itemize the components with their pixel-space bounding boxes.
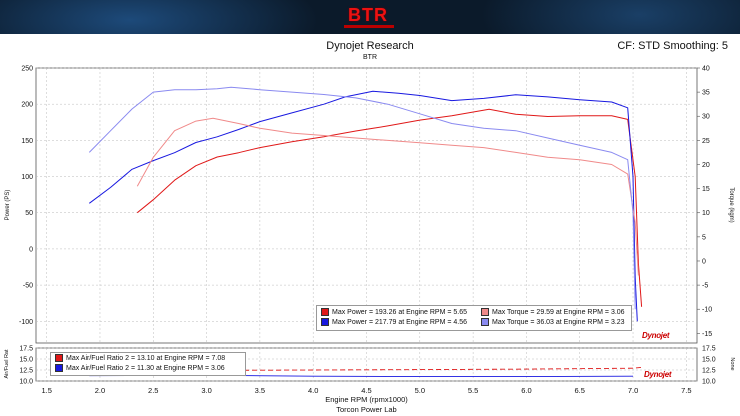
series-line-2 xyxy=(89,90,638,322)
chart-subtitle: BTR xyxy=(363,54,377,61)
x-tick-label: 3.0 xyxy=(201,386,211,395)
y-tick-label: 250 xyxy=(21,66,33,73)
y2-tick-label: 40 xyxy=(702,66,710,73)
x-tick-label: 3.5 xyxy=(255,386,265,395)
legend-swatch xyxy=(55,354,63,363)
x-tick-label: 2.5 xyxy=(148,386,158,395)
y2-tick-label: 35 xyxy=(702,90,710,97)
afr-y-axis-label: Air/Fuel Rat xyxy=(4,349,10,379)
afr-y-tick-label: 12.5 xyxy=(19,368,33,375)
dynojet-logo: Dynojet xyxy=(642,331,670,340)
afr-y2-tick-label: 15.0 xyxy=(702,357,716,364)
dynojet-logo-small: Dynojet xyxy=(644,370,672,379)
x-tick-label: 2.0 xyxy=(95,386,105,395)
legend-swatch xyxy=(321,308,329,317)
y-tick-label: -50 xyxy=(23,283,33,290)
afr-y-tick-label: 15.0 xyxy=(19,357,33,364)
y2-tick-label: 30 xyxy=(702,114,710,121)
x-tick-label: 1.5 xyxy=(41,386,51,395)
x-tick-label: 6.0 xyxy=(521,386,531,395)
x-tick-label: 4.5 xyxy=(361,386,371,395)
y2-tick-label: 15 xyxy=(702,186,710,193)
legend-item-torque-run1: Max Torque = 29.59 at Engine RPM = 3.06 xyxy=(481,308,625,317)
header-banner: BTR xyxy=(0,0,740,34)
legend-item-afr-run1: Max Air/Fuel Ratio 2 = 13.10 at Engine R… xyxy=(55,354,225,363)
x-tick-label: 5.5 xyxy=(468,386,478,395)
afr-y-tick-label: 17.5 xyxy=(19,346,33,353)
y2-tick-label: 5 xyxy=(702,234,706,241)
btr-logo: BTR xyxy=(348,5,388,25)
legend-main: Max Power = 193.26 at Engine RPM = 5.65 … xyxy=(316,305,632,331)
afr-y2-axis-label: None xyxy=(729,357,735,370)
afr-y2-tick-label: 17.5 xyxy=(702,346,716,353)
y-tick-label: -100 xyxy=(19,319,33,326)
x-tick-label: 7.0 xyxy=(628,386,638,395)
correction-factor-label: CF: STD Smoothing: 5 xyxy=(617,40,728,52)
y2-tick-label: 0 xyxy=(702,258,706,265)
legend-item-torque-run2: Max Torque = 36.03 at Engine RPM = 3.23 xyxy=(481,318,625,327)
afr-y2-tick-label: 12.5 xyxy=(702,368,716,375)
legend-swatch xyxy=(481,318,489,327)
legend-swatch xyxy=(55,364,63,373)
y-axis-label: Power (PS) xyxy=(5,190,11,221)
y-tick-label: 200 xyxy=(21,102,33,109)
y2-tick-label: 25 xyxy=(702,138,710,145)
footer-text: Torcon Power Lab xyxy=(336,405,396,414)
y-tick-label: 50 xyxy=(25,210,33,217)
legend-swatch xyxy=(481,308,489,317)
x-tick-label: 5.0 xyxy=(415,386,425,395)
y2-tick-label: -10 xyxy=(702,307,712,314)
y-tick-label: 150 xyxy=(21,138,33,145)
y-tick-label: 100 xyxy=(21,174,33,181)
y2-tick-label: 20 xyxy=(702,162,710,169)
y2-tick-label: 10 xyxy=(702,210,710,217)
legend-item-power-run1: Max Power = 193.26 at Engine RPM = 5.65 xyxy=(321,308,467,317)
y2-tick-label: -5 xyxy=(702,283,708,290)
x-axis-label: Engine RPM (rpmx1000) xyxy=(325,395,408,404)
y-tick-label: 0 xyxy=(29,246,33,253)
afr-y2-tick-label: 10.0 xyxy=(702,379,716,386)
legend-afr: Max Air/Fuel Ratio 2 = 13.10 at Engine R… xyxy=(50,352,246,376)
series-line-3 xyxy=(136,117,639,276)
legend-item-power-run2: Max Power = 217.79 at Engine RPM = 4.56 xyxy=(321,318,467,327)
x-tick-label: 7.5 xyxy=(681,386,691,395)
x-tick-label: 4.0 xyxy=(308,386,318,395)
chart-title: Dynojet Research xyxy=(326,40,414,52)
x-tick-label: 6.5 xyxy=(575,386,585,395)
legend-swatch xyxy=(321,318,329,327)
legend-item-afr-run2: Max Air/Fuel Ratio 2 = 11.30 at Engine R… xyxy=(55,364,225,373)
series-line-4 xyxy=(88,86,636,310)
y2-tick-label: -15 xyxy=(702,331,712,338)
y2-axis-label: Torque (kgm) xyxy=(728,187,734,222)
afr-y-tick-label: 10.0 xyxy=(19,379,33,386)
series-line-1 xyxy=(136,108,643,307)
